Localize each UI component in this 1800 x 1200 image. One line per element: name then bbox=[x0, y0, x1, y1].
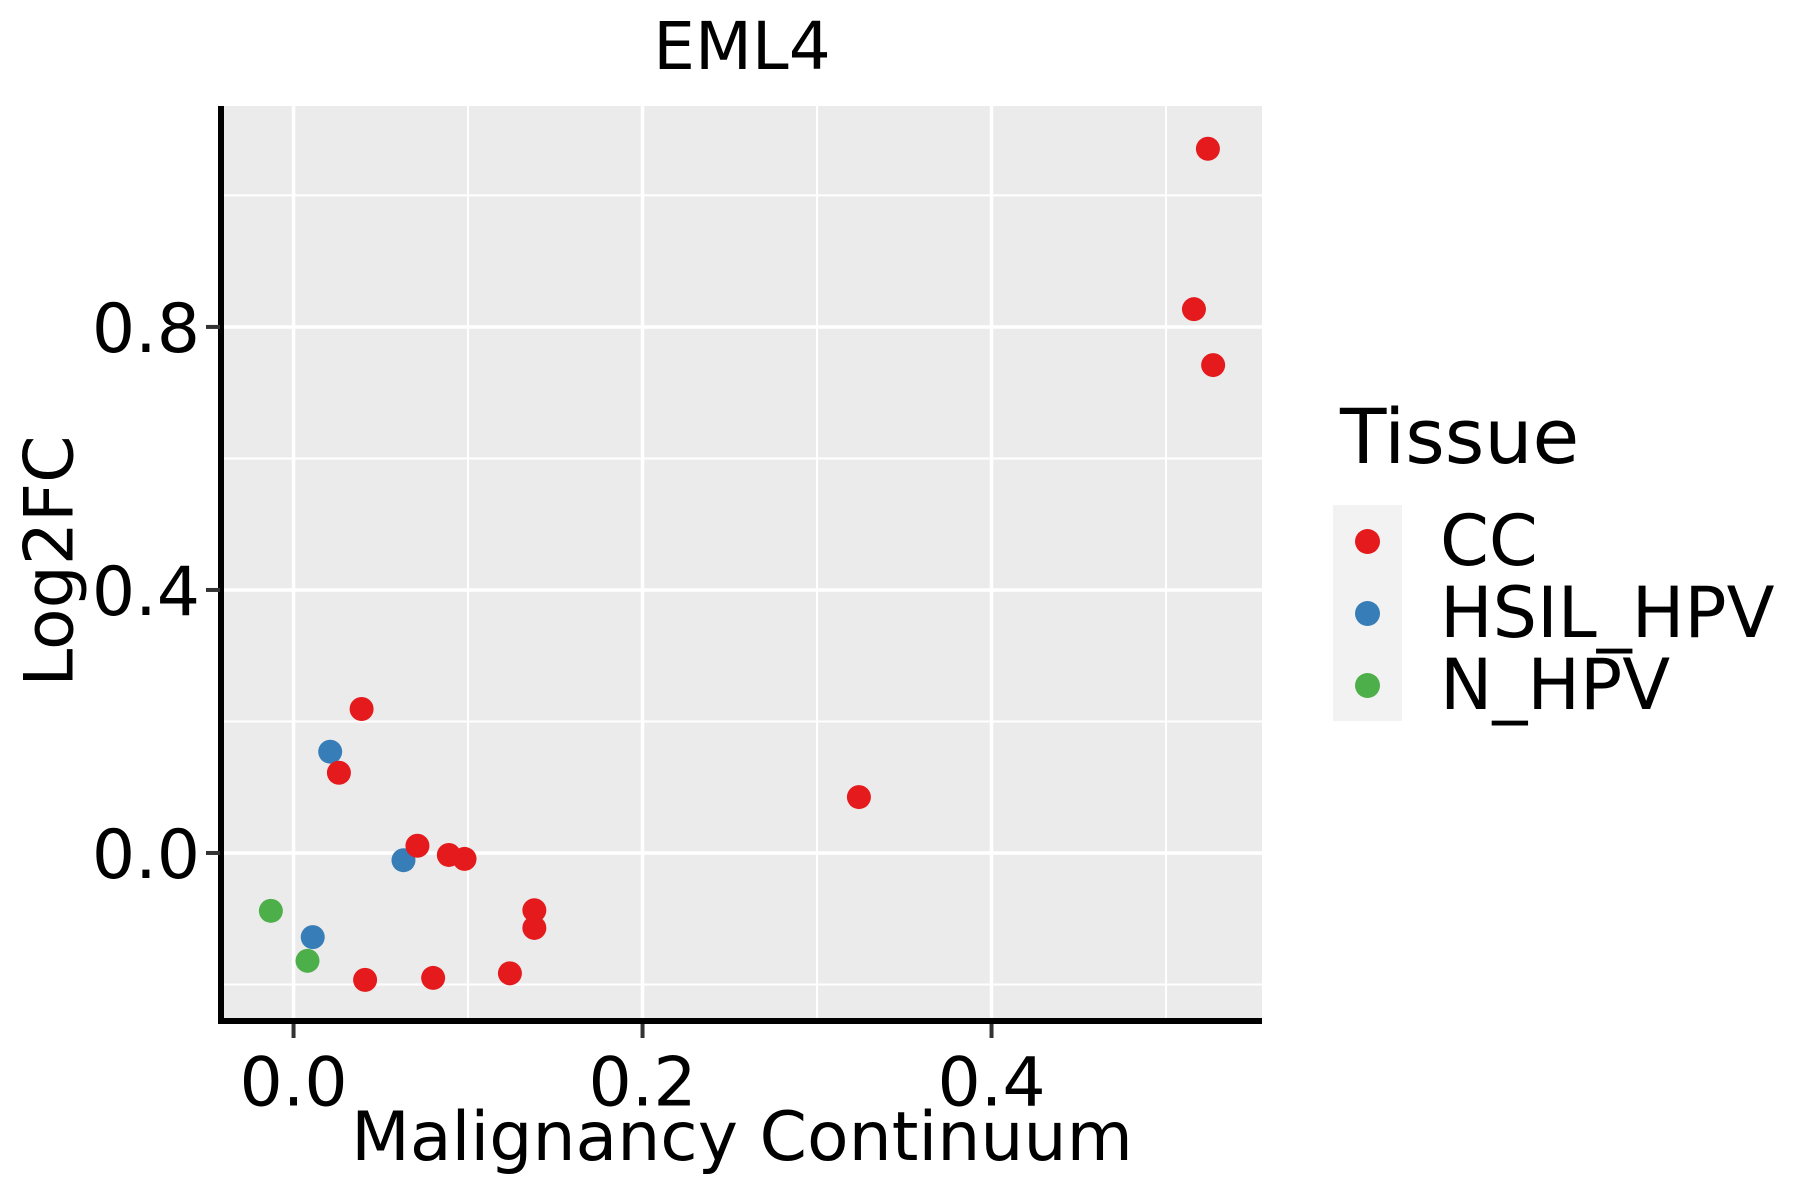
plot-panel bbox=[222, 106, 1262, 1020]
data-point-cc bbox=[1181, 297, 1206, 322]
x-tick-label: 0.4 bbox=[937, 1044, 1045, 1123]
legend-title: Tissue bbox=[1340, 392, 1580, 481]
data-point-cc bbox=[1201, 353, 1226, 378]
x-axis-title: Malignancy Continuum bbox=[351, 1098, 1133, 1177]
x-tick-label: 0.2 bbox=[588, 1044, 696, 1123]
legend-items: CC HSIL_HPV N_HPV bbox=[1333, 505, 1774, 721]
data-point-cc bbox=[349, 696, 374, 721]
data-point-cc bbox=[405, 833, 430, 858]
data-point-cc bbox=[1195, 136, 1220, 161]
legend-item-hsil-hpv: HSIL_HPV bbox=[1333, 577, 1774, 649]
legend-key bbox=[1333, 505, 1402, 577]
data-point-cc bbox=[326, 760, 351, 785]
legend-item-label: CC bbox=[1440, 500, 1538, 582]
legend-item-n-hpv: N_HPV bbox=[1333, 649, 1774, 721]
plot-title: EML4 bbox=[653, 8, 831, 85]
data-point-cc bbox=[452, 846, 477, 871]
legend-key bbox=[1333, 649, 1402, 721]
hsil-hpv-dot-icon bbox=[1355, 600, 1380, 626]
data-point-n_hpv bbox=[258, 898, 283, 923]
cc-dot-icon bbox=[1355, 528, 1380, 554]
data-point-cc bbox=[497, 961, 522, 986]
data-point-cc bbox=[421, 965, 446, 990]
data-point-cc bbox=[522, 898, 547, 923]
data-point-cc bbox=[353, 967, 378, 992]
n-hpv-dot-icon bbox=[1355, 672, 1380, 698]
data-point-cc bbox=[846, 785, 871, 810]
data-point-hsil_hpv bbox=[300, 925, 325, 950]
data-point-cc bbox=[522, 915, 547, 940]
x-tick-label: 0.0 bbox=[239, 1044, 347, 1123]
y-tick-label: 0.0 bbox=[92, 816, 200, 895]
legend-key bbox=[1333, 577, 1402, 649]
y-axis-title: Log2FC bbox=[10, 435, 90, 687]
y-tick-label: 0.4 bbox=[92, 553, 200, 632]
data-point-hsil_hpv bbox=[318, 739, 343, 764]
legend-item-label: HSIL_HPV bbox=[1440, 572, 1775, 654]
data-point-n_hpv bbox=[295, 948, 320, 973]
y-tick-label: 0.8 bbox=[92, 290, 200, 369]
legend-item-cc: CC bbox=[1333, 505, 1774, 577]
legend-item-label: N_HPV bbox=[1440, 644, 1671, 726]
